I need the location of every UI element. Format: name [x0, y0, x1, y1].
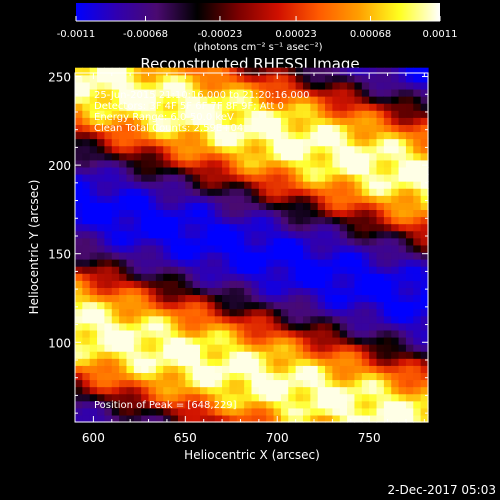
footer-date: 2-Dec-2017 05:03 [388, 483, 496, 497]
colorbar-tick-label: -0.00023 [197, 29, 242, 40]
info-energy-range: Energy Range: 6.0-50.0 keV [94, 112, 234, 123]
x-tick-label: 600 [82, 431, 105, 445]
x-tick-label: 700 [266, 431, 289, 445]
plot-area [75, 67, 429, 423]
y-tick-label: 250 [48, 71, 71, 85]
colorbar-tick-label: 0.0011 [423, 29, 458, 40]
colorbar-unit-label: (photons cm⁻² s⁻¹ asec⁻²) [193, 42, 322, 53]
colorbar-tick-label: -0.0011 [57, 29, 96, 40]
x-tick-label: 750 [358, 431, 381, 445]
x-tick-label: 650 [174, 431, 197, 445]
y-axis-ticks: 100 150 200 250 [48, 71, 428, 414]
colorbar [76, 3, 440, 21]
x-axis-label: Heliocentric X (arcsec) [184, 448, 320, 462]
colorbar-tick-label: 0.00068 [350, 29, 391, 40]
y-axis-label: Heliocentric Y (arcsec) [27, 180, 41, 315]
x-axis-ticks: 600 650 700 750 [82, 73, 425, 445]
plot-frame [74, 72, 429, 423]
y-tick-label: 150 [48, 248, 71, 262]
y-tick-label: 100 [48, 336, 71, 350]
peak-position-label: Position of Peak = [648,229] [94, 400, 237, 411]
info-clean-counts: Clean Total Counts: 2.59E+04 [94, 123, 243, 134]
colorbar-ticks: -0.0011 -0.00068 -0.00023 0.00023 0.00068 0.0… [57, 16, 458, 40]
colorbar-tick-label: -0.00068 [123, 29, 168, 40]
y-tick-label: 200 [48, 159, 71, 173]
info-time-range: 25-Jun-2015 21:10:16.000 to 21:20:16.000 [94, 90, 310, 101]
colorbar-tick-label: 0.00023 [275, 29, 316, 40]
info-detectors: Detectors: 3F 4F 5F 6F 7F 8F 9F; Att 0 [94, 101, 284, 112]
